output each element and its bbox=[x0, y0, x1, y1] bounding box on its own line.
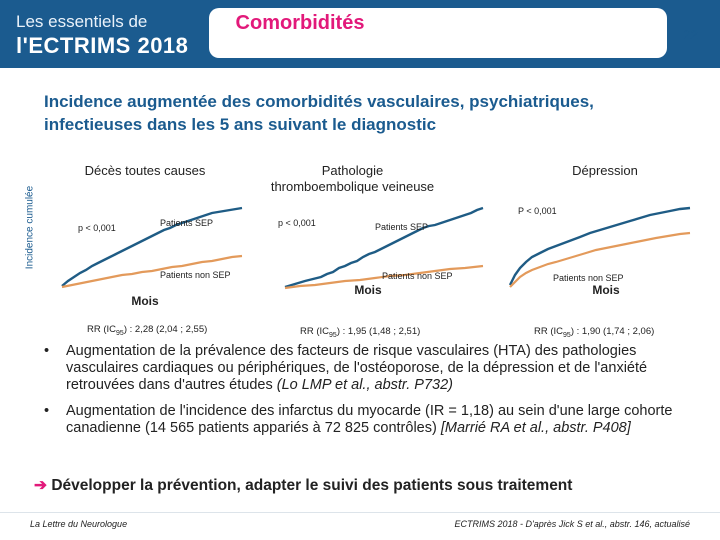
bullet-text: Augmentation de la prévalence des facteu… bbox=[66, 343, 648, 393]
bullet-dot-icon: • bbox=[44, 403, 50, 419]
chart-1-sep-label: Patients SEP bbox=[160, 218, 214, 228]
chart-1-rr: RR (IC95) : 2,28 (2,04 ; 2,55) bbox=[87, 324, 208, 337]
footer-citation: ECTRIMS 2018 - D'après Jick S et al., ab… bbox=[454, 519, 690, 529]
bullet-dot-icon: • bbox=[44, 343, 50, 359]
subtitle: Incidence augmentée des comorbidités vas… bbox=[44, 92, 594, 134]
chart-3-sep-curve bbox=[508, 206, 691, 286]
chart-1-p-value: p < 0,001 bbox=[78, 223, 116, 233]
chart-2-p-value: p < 0,001 bbox=[278, 218, 316, 228]
bullet-item: • Augmentation de l'incidence des infarc… bbox=[44, 403, 704, 437]
title-box bbox=[209, 8, 667, 58]
bullet-text: Augmentation de l'incidence des infarctu… bbox=[66, 403, 673, 436]
chart-3-rr: RR (IC95) : 1,90 (1,74 ; 2,06) bbox=[534, 326, 655, 339]
brand-line-1: Les essentiels de bbox=[16, 12, 148, 31]
chart-1-plot bbox=[61, 206, 243, 289]
bullet-item: • Augmentation de la prévalence des fact… bbox=[44, 343, 704, 394]
chart-2-plot bbox=[284, 206, 484, 290]
chart-3-plot bbox=[508, 206, 691, 288]
conclusion: ➔ Développer la prévention, adapter le s… bbox=[34, 476, 572, 495]
bullet-reference: [Marrié RA et al., abstr. P408] bbox=[440, 420, 631, 436]
chart-2-nonsep-label: Patients non SEP bbox=[382, 271, 453, 281]
chart-2-sep-curve bbox=[284, 206, 484, 289]
bullet-list: • Augmentation de la prévalence des fact… bbox=[44, 343, 704, 446]
chart-2-rr: RR (IC95) : 1,95 (1,48 ; 2,51) bbox=[300, 326, 421, 339]
header-bar: Les essentiels de l'ECTRIMS 2018 Comorbi… bbox=[0, 0, 720, 68]
chart-3-nonsep-label: Patients non SEP bbox=[553, 273, 624, 283]
chart-2-sep-label: Patients SEP bbox=[375, 222, 429, 232]
chart-1-nonsep-label: Patients non SEP bbox=[160, 270, 231, 280]
bullet-reference: (Lo LMP et al., abstr. P732) bbox=[276, 377, 453, 393]
chart-2-x-label: Mois bbox=[354, 283, 382, 297]
chart-3-nonsep-curve bbox=[509, 231, 691, 288]
brand-line-2: l'ECTRIMS 2018 bbox=[16, 33, 189, 58]
chart-3-p-value: P < 0,001 bbox=[518, 206, 557, 216]
conclusion-text: Développer la prévention, adapter le sui… bbox=[51, 477, 573, 494]
chart-2-nonsep-curve bbox=[284, 264, 484, 290]
chart-1-title: Décès toutes causes bbox=[84, 163, 206, 178]
arrow-right-icon: ➔ bbox=[34, 477, 47, 494]
chart-1-x-label: Mois bbox=[131, 294, 159, 308]
chart-1-sep-curve bbox=[61, 206, 243, 287]
slide-title: Comorbidités bbox=[235, 12, 365, 34]
chart-3-title: Dépression bbox=[572, 163, 638, 178]
chart-2-title: Pathologie thromboembolique veineuse bbox=[270, 163, 435, 194]
footer-source: La Lettre du Neurologue bbox=[30, 519, 128, 529]
slide-number: 22 bbox=[683, 27, 698, 42]
footer-divider bbox=[0, 512, 720, 513]
chart-1-nonsep-curve bbox=[61, 254, 243, 289]
chart-3-x-label: Mois bbox=[592, 283, 620, 297]
